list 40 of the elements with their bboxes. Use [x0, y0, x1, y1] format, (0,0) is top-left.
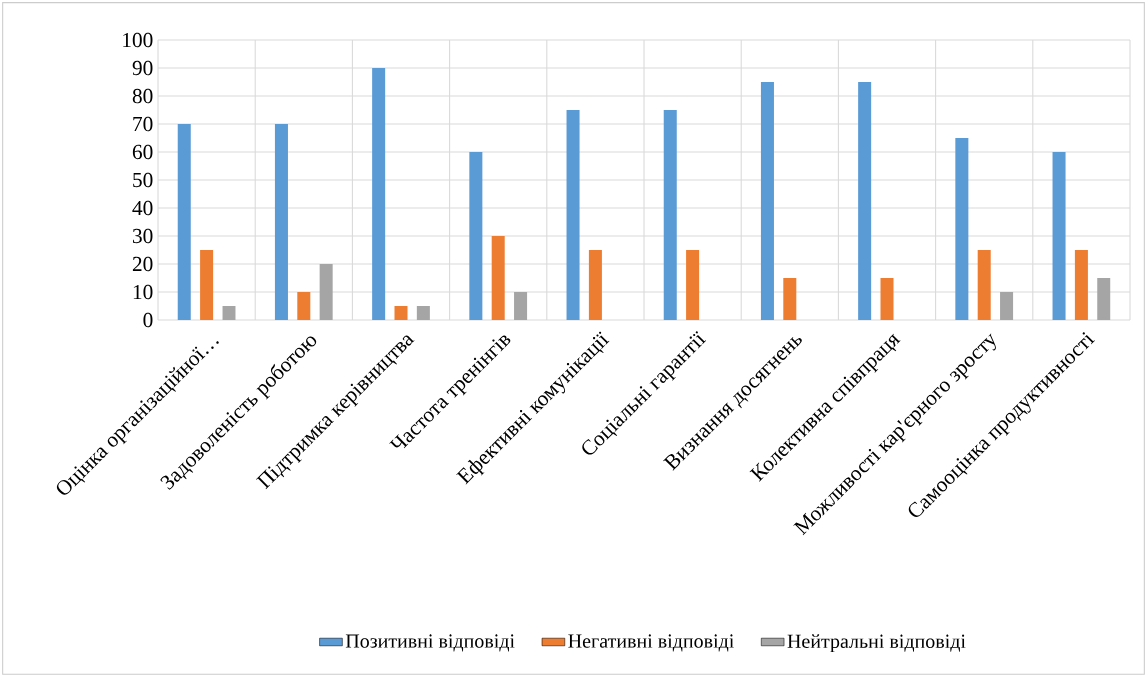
bar — [491, 235, 505, 320]
legend-label: Негативні відповіді — [568, 634, 734, 652]
legend-label: Позитивні відповіді — [345, 634, 515, 652]
bar — [977, 249, 991, 320]
bar — [858, 81, 872, 320]
bar — [1052, 151, 1066, 320]
y-tick-label: 20 — [132, 256, 153, 272]
bar — [955, 137, 969, 320]
y-tick-label: 80 — [132, 88, 153, 104]
bar — [416, 305, 430, 320]
bar — [469, 151, 483, 320]
bar — [1074, 249, 1088, 320]
y-tick-label: 30 — [132, 228, 153, 244]
y-tick-label: 90 — [132, 60, 153, 76]
y-tick-label: 40 — [132, 200, 153, 216]
bar — [566, 109, 580, 320]
bar — [1000, 291, 1014, 320]
y-tick-label: 50 — [133, 172, 153, 188]
y-tick-label: 70 — [133, 116, 153, 132]
y-tick-label: 60 — [132, 144, 153, 160]
bar — [686, 249, 700, 320]
bar — [394, 305, 408, 320]
legend-label: Нейтральні відповіді — [787, 634, 966, 653]
bar — [200, 249, 214, 320]
bar — [372, 67, 386, 320]
bar — [222, 305, 236, 320]
y-tick-label: 0 — [143, 312, 153, 328]
bar — [297, 291, 311, 320]
bar — [783, 277, 797, 320]
bar — [177, 123, 191, 320]
bar — [588, 249, 602, 320]
bar — [880, 277, 894, 320]
bar — [760, 81, 774, 320]
y-tick-label: 10 — [133, 284, 153, 300]
bar — [663, 109, 677, 320]
y-tick-label: 100 — [123, 32, 153, 48]
bar — [274, 123, 288, 320]
bar — [1097, 277, 1111, 320]
bar — [514, 291, 528, 320]
bar — [319, 263, 333, 320]
